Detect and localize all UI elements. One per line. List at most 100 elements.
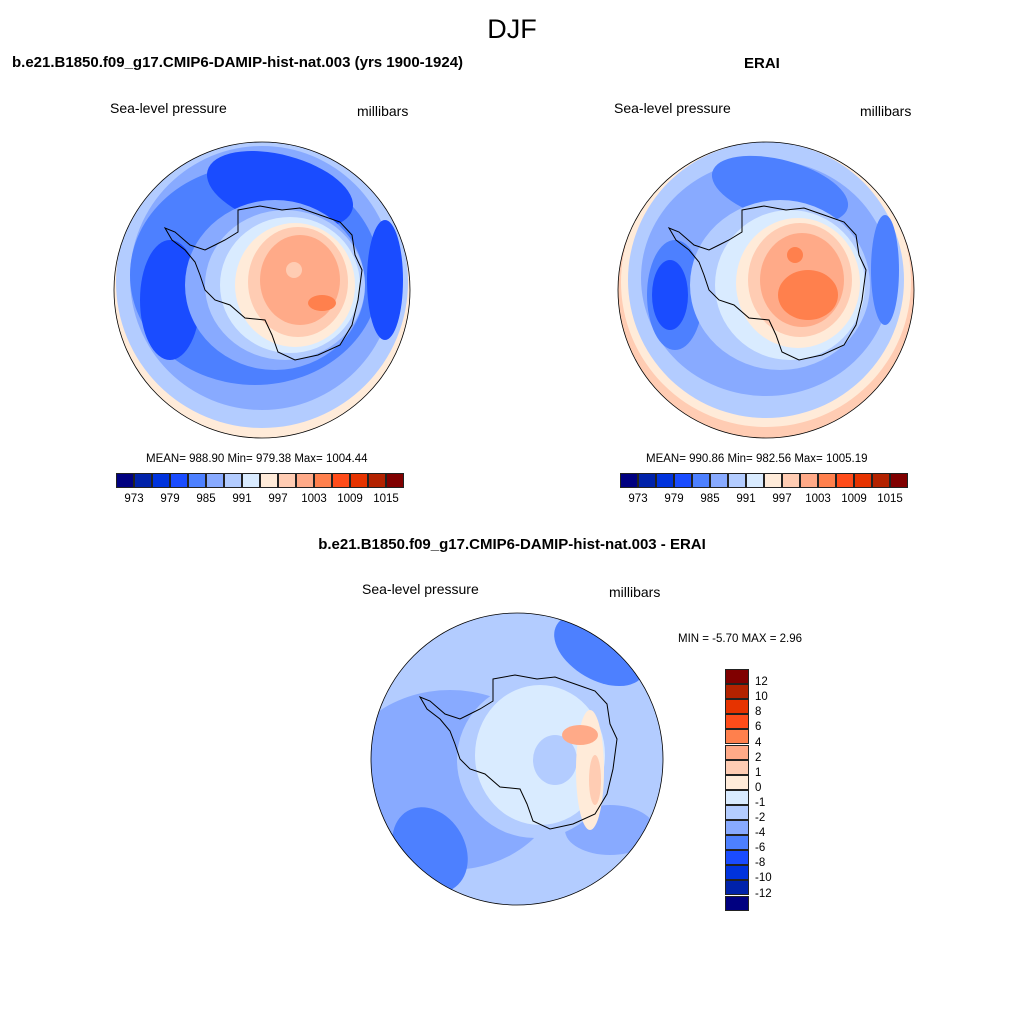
colorbar-box xyxy=(725,895,749,911)
panel-1-coastline xyxy=(163,205,363,361)
colorbar-tick-label: 2 xyxy=(755,751,762,764)
figure-title: DJF xyxy=(487,14,537,44)
colorbar-tick-label: -10 xyxy=(755,872,772,885)
panel-3-units-label: millibars xyxy=(609,584,661,600)
colorbar-box xyxy=(725,699,749,715)
colorbar-tick-label: 1009 xyxy=(841,493,867,505)
colorbar-tick-label: 979 xyxy=(664,493,684,505)
panel-3-title: b.e21.B1850.f09_g17.CMIP6-DAMIP-hist-nat… xyxy=(318,536,706,553)
colorbar-box xyxy=(278,473,296,488)
colorbar-box xyxy=(620,473,638,488)
colorbar-tick-label: -1 xyxy=(755,796,766,809)
colorbar-box xyxy=(764,473,782,488)
colorbar-box xyxy=(782,473,800,488)
panel-1-variable-label: Sea-level pressure xyxy=(110,100,227,116)
colorbar-box xyxy=(725,804,749,820)
panel-1-title: b.e21.B1850.f09_g17.CMIP6-DAMIP-hist-nat… xyxy=(12,54,464,71)
panel-1-stats: MEAN= 988.90 Min= 979.38 Max= 1004.44 xyxy=(146,453,368,465)
colorbar-tick-label: 973 xyxy=(628,493,648,505)
colorbar-box xyxy=(725,820,749,836)
panel-2-units-label: millibars xyxy=(860,103,912,119)
colorbar-box xyxy=(260,473,278,488)
colorbar-box xyxy=(725,714,749,730)
panel-3-map-boundary xyxy=(370,612,664,906)
colorbar-box xyxy=(368,473,386,488)
panel-1-map-boundary xyxy=(113,141,411,439)
colorbar-box xyxy=(152,473,170,488)
colorbar-tick-label: 1003 xyxy=(805,493,831,505)
colorbar-box xyxy=(206,473,224,488)
colorbar-tick-label: 991 xyxy=(736,493,756,505)
colorbar-tick-label: -12 xyxy=(755,887,772,900)
colorbar-box xyxy=(386,473,404,488)
colorbar-tick-label: 1015 xyxy=(373,493,399,505)
colorbar-box xyxy=(836,473,854,488)
colorbar-box xyxy=(725,684,749,700)
colorbar-box xyxy=(296,473,314,488)
colorbar-tick-label: 4 xyxy=(755,736,762,749)
colorbar-tick-label: 985 xyxy=(700,493,720,505)
colorbar-box xyxy=(725,789,749,805)
panel-2-stats: MEAN= 990.86 Min= 982.56 Max= 1005.19 xyxy=(646,453,868,465)
colorbar-tick-label: -4 xyxy=(755,827,766,840)
colorbar-tick-label: 12 xyxy=(755,676,768,689)
panel-2-title: ERAI xyxy=(744,55,780,72)
colorbar-box xyxy=(710,473,728,488)
colorbar-box xyxy=(890,473,908,488)
colorbar-tick-label: 991 xyxy=(232,493,252,505)
colorbar-box xyxy=(725,865,749,881)
colorbar-tick-label: 8 xyxy=(755,706,762,719)
colorbar-tick-label: 1009 xyxy=(337,493,363,505)
colorbar-box xyxy=(725,850,749,866)
colorbar-box xyxy=(134,473,152,488)
colorbar-box xyxy=(725,729,749,745)
colorbar-tick-label: 973 xyxy=(124,493,144,505)
colorbar-box xyxy=(674,473,692,488)
colorbar-box xyxy=(188,473,206,488)
colorbar-tick-label: 6 xyxy=(755,721,762,734)
colorbar-tick-label: 1003 xyxy=(301,493,327,505)
colorbar-box xyxy=(725,759,749,775)
panel-2-map-boundary xyxy=(617,141,915,439)
panel-1-map xyxy=(114,142,410,438)
colorbar-tick-label: 979 xyxy=(160,493,180,505)
colorbar-box xyxy=(314,473,332,488)
colorbar-box xyxy=(800,473,818,488)
panel-3-variable-label: Sea-level pressure xyxy=(362,581,479,597)
panel-1-units-label: millibars xyxy=(357,103,409,119)
colorbar-box xyxy=(638,473,656,488)
colorbar-tick-label: 0 xyxy=(755,781,762,794)
colorbar-box xyxy=(746,473,764,488)
colorbar-box xyxy=(725,880,749,896)
colorbar-tick-label: -2 xyxy=(755,812,766,824)
colorbar-tick-label: 1015 xyxy=(877,493,903,505)
panel-2-variable-label: Sea-level pressure xyxy=(614,100,731,116)
colorbar-tick-label: -6 xyxy=(755,842,766,855)
colorbar-tick-label: 10 xyxy=(755,691,768,704)
colorbar-box xyxy=(332,473,350,488)
panel-3-stats: MIN = -5.70 MAX = 2.96 xyxy=(678,633,803,645)
colorbar-tick-label: 997 xyxy=(772,493,792,505)
colorbar-box xyxy=(350,473,368,488)
panel-2-map xyxy=(618,142,914,438)
colorbar-box xyxy=(872,473,890,488)
colorbar-box xyxy=(116,473,134,488)
colorbar-tick-label: 1 xyxy=(755,766,762,779)
colorbar-box xyxy=(692,473,710,488)
colorbar-box xyxy=(725,774,749,790)
colorbar-box xyxy=(725,744,749,760)
colorbar-box xyxy=(656,473,674,488)
colorbar-box xyxy=(725,669,749,685)
panel-3-map xyxy=(371,613,663,905)
colorbar-box xyxy=(818,473,836,488)
colorbar-box xyxy=(224,473,242,488)
colorbar-box xyxy=(170,473,188,488)
colorbar-box xyxy=(854,473,872,488)
colorbar-tick-label: 997 xyxy=(268,493,288,505)
colorbar-box xyxy=(242,473,260,488)
colorbar-box xyxy=(725,835,749,851)
colorbar-box xyxy=(728,473,746,488)
colorbar-tick-label: -8 xyxy=(755,857,766,870)
